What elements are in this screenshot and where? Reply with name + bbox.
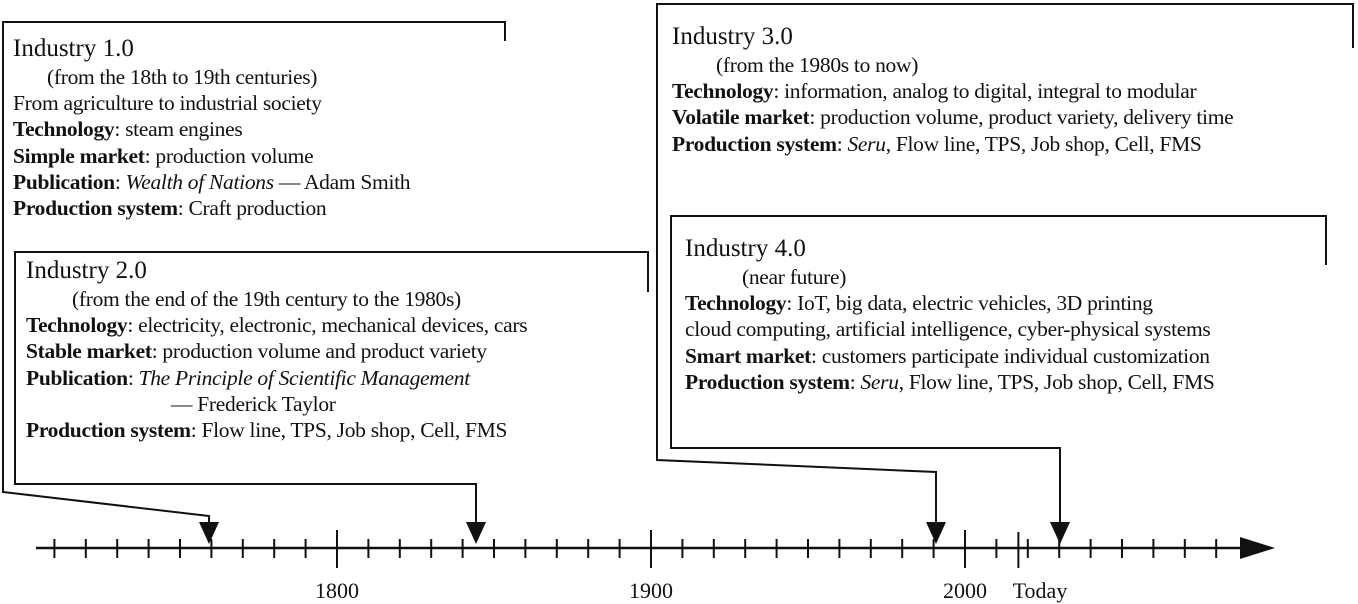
industry4-period: (near future) bbox=[742, 265, 847, 289]
publication-title: The Principle of Scientific Management bbox=[138, 365, 471, 390]
industry3-period: (from the 1980s to now) bbox=[716, 53, 919, 77]
industry4-technology-cont: cloud computing, artificial intelligence… bbox=[685, 317, 1211, 342]
technology-value: : IoT, big data, electric vehicles, 3D p… bbox=[786, 291, 1153, 316]
technology-label: Technology bbox=[685, 291, 787, 316]
industry4-arrowhead bbox=[1050, 522, 1070, 544]
technology-label: Technology bbox=[26, 313, 128, 338]
industry3-production: Production system: Seru, Flow line, TPS,… bbox=[672, 131, 1233, 157]
industry2-arrowhead bbox=[466, 522, 486, 544]
publication-label: Publication bbox=[26, 365, 128, 390]
tick-label-1900: 1900 bbox=[629, 578, 673, 603]
market-label: Smart market bbox=[685, 343, 811, 368]
publication-label: Publication bbox=[13, 169, 115, 194]
technology-label: Technology bbox=[13, 117, 115, 142]
production-value: : Craft production bbox=[177, 196, 327, 221]
industry2-production: Production system: Flow line, TPS, Job s… bbox=[26, 417, 527, 443]
industry4-connector bbox=[670, 215, 1327, 530]
industry1-market: Simple market: production volume bbox=[13, 143, 410, 169]
market-value: : customers participate individual custo… bbox=[810, 343, 1210, 368]
production-label: Production system bbox=[13, 196, 178, 221]
publication-author: — Adam Smith bbox=[273, 169, 411, 194]
publication-sep: : bbox=[127, 365, 139, 390]
industry4-title: Industry 4.0 bbox=[685, 235, 806, 262]
production-value: , Flow line, TPS, Job shop, Cell, FMS bbox=[898, 369, 1215, 394]
industry2-block: Industry 2.0 (from the end of the 19th c… bbox=[26, 256, 528, 443]
production-value: , Flow line, TPS, Job shop, Cell, FMS bbox=[885, 131, 1202, 156]
production-sep: : bbox=[836, 131, 848, 156]
industry1-arrowhead bbox=[199, 522, 219, 544]
tick-label-today: Today bbox=[1013, 578, 1068, 603]
production-label: Production system bbox=[672, 131, 837, 156]
industry2-publication-author: — Frederick Taylor bbox=[171, 391, 336, 416]
production-value: : Flow line, TPS, Job shop, Cell, FMS bbox=[190, 418, 508, 443]
market-value: : production volume bbox=[144, 143, 314, 168]
industry1-technology: Technology: steam engines bbox=[13, 116, 410, 142]
market-value: : production volume, product variety, de… bbox=[809, 105, 1234, 130]
production-seru: Seru bbox=[847, 131, 886, 156]
technology-value: : information, analog to digital, integr… bbox=[773, 79, 1197, 104]
industry1-connector bbox=[2, 21, 506, 530]
industry3-technology: Technology: information, analog to digit… bbox=[672, 78, 1233, 104]
market-value: : production volume and product variety bbox=[151, 339, 488, 364]
industry1-publication: Publication: Wealth of Nations — Adam Sm… bbox=[13, 169, 411, 195]
industry4-production: Production system: Seru, Flow line, TPS,… bbox=[685, 369, 1215, 395]
industry1-period: (from the 18th to 19th centuries) bbox=[47, 65, 318, 89]
industry4-market: Smart market: customers participate indi… bbox=[685, 343, 1215, 369]
industry3-market: Volatile market: production volume, prod… bbox=[672, 104, 1234, 130]
market-label: Stable market bbox=[26, 339, 152, 364]
technology-value: : steam engines bbox=[114, 117, 243, 142]
industry2-market: Stable market: production volume and pro… bbox=[26, 338, 527, 364]
industry2-connector bbox=[14, 251, 649, 530]
industry2-period: (from the end of the 19th century to the… bbox=[72, 287, 461, 311]
industry2-title: Industry 2.0 bbox=[26, 257, 147, 284]
industry1-block: Industry 1.0 (from the 18th to 19th cent… bbox=[13, 34, 411, 221]
industry1-title: Industry 1.0 bbox=[13, 35, 134, 62]
production-label: Production system bbox=[26, 418, 191, 443]
publication-sep: : bbox=[114, 169, 126, 194]
production-label: Production system bbox=[685, 369, 850, 394]
publication-title: Wealth of Nations bbox=[125, 169, 275, 194]
industry3-block: Industry 3.0 (from the 1980s to now) Tec… bbox=[672, 22, 1234, 157]
industry2-technology: Technology: electricity, electronic, mec… bbox=[26, 312, 528, 338]
market-label: Simple market bbox=[13, 143, 145, 168]
industry3-arrowhead bbox=[926, 522, 946, 544]
timeline-ticks bbox=[53, 530, 1218, 568]
production-sep: : bbox=[849, 369, 861, 394]
technology-label: Technology bbox=[672, 79, 774, 104]
industry3-title: Industry 3.0 bbox=[672, 23, 793, 50]
industry4-block: Industry 4.0 (near future) Technology: I… bbox=[685, 234, 1215, 395]
industry3-connector bbox=[656, 3, 1354, 530]
industry1-description: From agriculture to industrial society bbox=[13, 91, 322, 116]
tick-label-2000: 2000 bbox=[943, 578, 987, 603]
market-label: Volatile market bbox=[672, 105, 810, 130]
timeline-arrowhead bbox=[1240, 537, 1275, 559]
industry1-production: Production system: Craft production bbox=[13, 195, 410, 221]
industry4-technology: Technology: IoT, big data, electric vehi… bbox=[685, 290, 1215, 316]
technology-value: : electricity, electronic, mechanical de… bbox=[127, 313, 528, 338]
tick-label-1800: 1800 bbox=[315, 578, 359, 603]
industry2-publication: Publication: The Principle of Scientific… bbox=[26, 365, 527, 391]
production-seru: Seru bbox=[860, 369, 899, 394]
